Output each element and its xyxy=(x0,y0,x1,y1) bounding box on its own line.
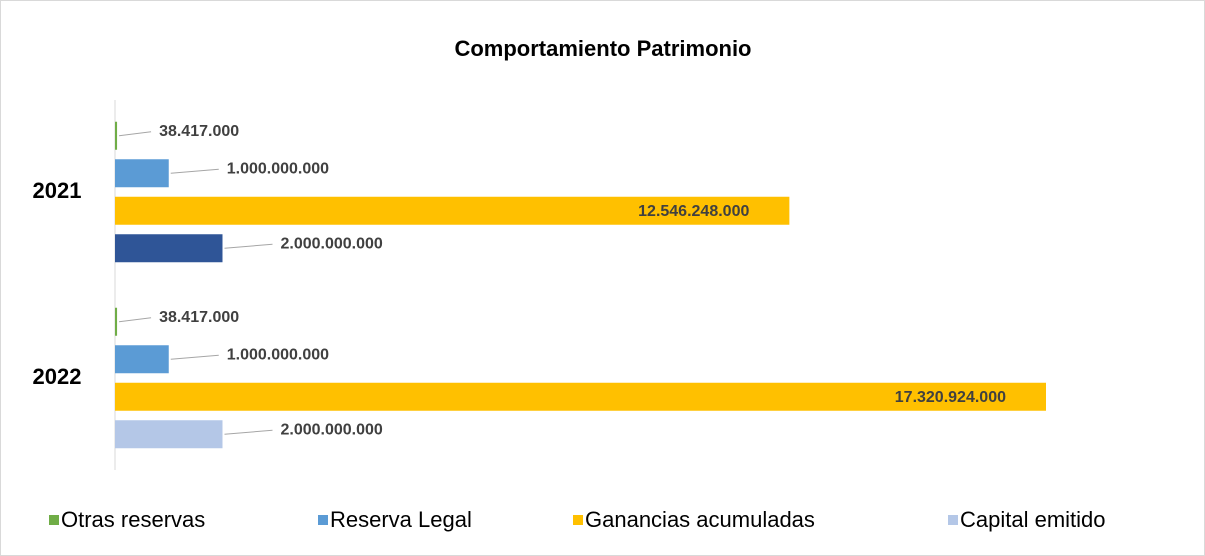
leader-line xyxy=(224,429,273,435)
data-label: 38.417.000 xyxy=(159,123,239,140)
legend-swatch xyxy=(573,515,583,525)
category-label: 2022 xyxy=(33,364,82,389)
bar xyxy=(115,420,223,449)
bar xyxy=(115,121,118,150)
data-label: 2.000.000.000 xyxy=(281,421,383,438)
data-label: 17.320.924.000 xyxy=(895,389,1006,406)
bar xyxy=(115,234,223,263)
category-label: 2021 xyxy=(33,178,82,203)
bar xyxy=(115,382,1046,411)
legend-swatch xyxy=(948,515,958,525)
legend-label: Ganancias acumuladas xyxy=(585,507,815,532)
bar xyxy=(115,196,790,225)
data-label: 1.000.000.000 xyxy=(227,346,329,363)
data-label: 12.546.248.000 xyxy=(638,203,749,220)
legend-swatch xyxy=(318,515,328,525)
legend-label: Capital emitido xyxy=(960,507,1106,532)
legend-swatch xyxy=(49,515,59,525)
bar xyxy=(115,345,169,374)
data-label: 2.000.000.000 xyxy=(281,235,383,252)
legend-label: Otras reservas xyxy=(61,507,205,532)
legend-label: Reserva Legal xyxy=(330,507,472,532)
chart-title: Comportamiento Patrimonio xyxy=(454,36,751,61)
leader-line xyxy=(224,243,273,249)
leader-line xyxy=(119,317,152,323)
data-label: 38.417.000 xyxy=(159,309,239,326)
leader-line xyxy=(170,168,219,174)
leader-line xyxy=(170,354,219,360)
bar xyxy=(115,307,118,336)
leader-line xyxy=(119,131,152,137)
data-label: 1.000.000.000 xyxy=(227,160,329,177)
bar xyxy=(115,159,169,188)
